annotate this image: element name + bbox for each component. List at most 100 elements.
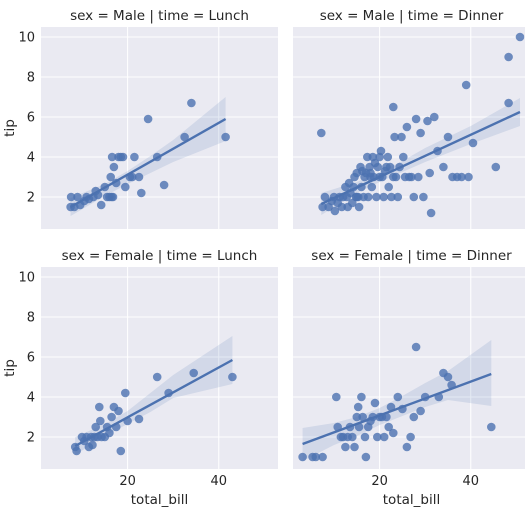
data-point <box>311 452 321 462</box>
data-point <box>393 392 403 402</box>
data-point <box>461 80 471 90</box>
data-point <box>372 192 381 202</box>
data-point <box>109 162 119 172</box>
data-point <box>457 172 466 182</box>
x-axis-label: total_bill <box>383 492 440 508</box>
data-point <box>397 132 406 142</box>
facet-panel-3: sex = Female | time = Lunch 2 4 6 8 10 tip 20 40… <box>2 248 278 508</box>
y-tick-label: 10 <box>18 31 35 46</box>
data-point <box>411 114 421 124</box>
data-point <box>106 172 115 182</box>
regression-line <box>70 117 227 209</box>
data-point <box>108 192 118 202</box>
data-point <box>118 152 128 162</box>
data-point <box>73 192 82 202</box>
data-point <box>66 192 76 202</box>
data-point <box>375 152 384 162</box>
data-point <box>384 182 394 192</box>
data-point <box>384 422 394 432</box>
data-point <box>389 102 398 112</box>
data-point <box>318 452 327 462</box>
panel-title: sex = Male | time = Lunch <box>70 8 249 24</box>
data-point <box>504 52 513 62</box>
data-point <box>383 152 393 162</box>
data-point <box>353 402 363 412</box>
data-point <box>423 116 432 126</box>
data-point <box>366 168 375 178</box>
data-point <box>393 192 403 202</box>
y-tick-label: 2 <box>27 431 35 446</box>
data-point <box>330 206 340 216</box>
data-point <box>464 172 473 182</box>
data-point <box>426 208 436 218</box>
data-point <box>134 172 144 182</box>
data-point <box>337 202 347 212</box>
data-point <box>121 388 130 398</box>
data-point <box>116 446 126 456</box>
data-point <box>360 432 370 442</box>
data-point <box>425 168 435 178</box>
data-point <box>373 162 383 172</box>
facet-panel-4: sex = Female | time = Dinner 20 40 total_bi… <box>293 248 525 508</box>
data-point <box>130 152 139 162</box>
data-point <box>350 442 359 452</box>
data-point <box>107 412 116 422</box>
data-point <box>341 442 350 452</box>
data-point <box>114 406 123 416</box>
data-point <box>348 432 357 442</box>
data-point <box>320 192 330 202</box>
y-tick-label: 6 <box>27 351 35 366</box>
data-point <box>352 192 362 202</box>
data-point <box>402 442 412 452</box>
data-point <box>391 172 401 182</box>
data-point <box>468 138 478 148</box>
y-tick-label: 2 <box>27 191 35 206</box>
y-axis-label: tip <box>2 359 18 377</box>
data-point <box>107 152 117 162</box>
data-point <box>387 192 396 202</box>
data-point <box>430 112 439 122</box>
data-point <box>88 440 97 450</box>
data-point <box>414 172 423 182</box>
data-point <box>409 192 419 202</box>
x-tick-label: 40 <box>462 474 479 489</box>
data-point <box>317 128 326 138</box>
data-point <box>189 368 198 378</box>
data-point <box>363 192 373 202</box>
data-point <box>385 162 395 172</box>
data-point <box>390 132 399 142</box>
y-axis-label: tip <box>2 119 18 137</box>
data-point <box>187 98 196 108</box>
data-point <box>91 422 100 432</box>
y-tick-label: 8 <box>27 71 35 86</box>
data-point <box>180 132 189 142</box>
data-point <box>95 402 104 412</box>
regression-line <box>74 358 233 448</box>
data-point <box>152 372 162 382</box>
data-point <box>159 180 169 190</box>
facet-panel-1: sex = Male | time = Lunch 2 4 6 8 10 tip <box>2 8 278 229</box>
data-point <box>354 202 364 212</box>
data-point <box>443 132 453 142</box>
data-point <box>419 192 428 202</box>
data-point <box>402 122 412 132</box>
data-point <box>370 398 380 408</box>
data-point <box>96 200 106 210</box>
panel-title: sex = Male | time = Dinner <box>320 8 504 24</box>
data-point <box>416 128 425 138</box>
data-point <box>389 428 398 438</box>
y-tick-label: 6 <box>27 111 35 126</box>
data-point <box>399 152 408 162</box>
panel-title: sex = Female | time = Dinner <box>311 248 512 264</box>
data-point <box>72 446 81 456</box>
data-point <box>361 452 371 462</box>
data-point <box>127 172 137 182</box>
data-point <box>439 162 448 172</box>
data-point <box>379 192 389 202</box>
data-point <box>96 416 105 426</box>
data-point <box>487 422 496 432</box>
x-tick-label: 20 <box>371 474 388 489</box>
regression-line <box>302 372 492 446</box>
data-point <box>137 188 146 198</box>
data-point <box>443 372 453 382</box>
